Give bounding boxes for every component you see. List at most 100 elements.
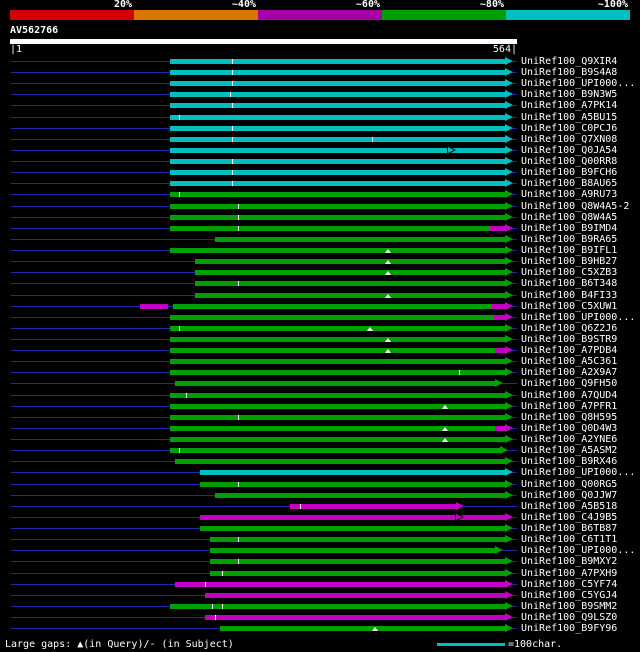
hit-label[interactable]: UniRef100_B9STR9 bbox=[521, 334, 618, 345]
hit-label[interactable]: UniRef100_UPI000... bbox=[521, 311, 636, 323]
hit-row[interactable]: UniRef100_Q8W4A5-2 bbox=[0, 201, 640, 212]
hit-label[interactable]: UniRef100_Q00RG5 bbox=[521, 478, 618, 490]
hit-label[interactable]: UniRef100_B9S4A8 bbox=[521, 67, 618, 79]
hit-bar-segment[interactable] bbox=[170, 448, 500, 454]
hit-label[interactable]: UniRef100_Q9LSZ0 bbox=[521, 612, 618, 623]
hit-bar-segment[interactable] bbox=[170, 203, 506, 209]
hit-row[interactable]: UniRef100_B9N3W5 bbox=[0, 89, 640, 100]
hit-bar-segment[interactable] bbox=[170, 603, 506, 609]
hit-bar-segment[interactable] bbox=[170, 114, 506, 120]
hit-label[interactable]: UniRef100_A7PFR1 bbox=[521, 400, 618, 412]
hit-bar-segment[interactable] bbox=[209, 548, 496, 554]
hit-label[interactable]: UniRef100_Q8W4A5 bbox=[521, 211, 618, 223]
hit-row[interactable]: UniRef100_UPI000... bbox=[0, 467, 640, 478]
hit-label[interactable]: UniRef100_B9FY96 bbox=[521, 623, 618, 635]
hit-row[interactable]: UniRef100_UPI000... bbox=[0, 78, 640, 89]
hit-bar-segment[interactable] bbox=[170, 136, 506, 142]
hit-row[interactable]: UniRef100_B9MXY2 bbox=[0, 556, 640, 567]
hit-row[interactable]: UniRef100_C4J9B5 bbox=[0, 511, 640, 523]
hit-row[interactable]: UniRef100_Q00RR8 bbox=[0, 156, 640, 167]
hit-label[interactable]: UniRef100_UPI000... bbox=[521, 467, 636, 479]
hit-bar-segment[interactable] bbox=[495, 425, 506, 431]
hit-label[interactable]: UniRef100_A5C361 bbox=[521, 356, 618, 368]
hit-label[interactable]: UniRef100_C0PCJ6 bbox=[521, 122, 618, 134]
hit-bar-segment[interactable] bbox=[195, 270, 506, 276]
hit-row[interactable]: UniRef100_A2YNE6 bbox=[0, 434, 640, 445]
hit-bar-segment[interactable] bbox=[199, 514, 506, 520]
hit-label[interactable]: UniRef100_B6TB87 bbox=[521, 523, 618, 535]
hit-bar-segment[interactable] bbox=[170, 92, 506, 98]
hit-row[interactable]: UniRef100_B9FY96 bbox=[0, 623, 640, 634]
hit-bar-segment[interactable] bbox=[170, 103, 506, 109]
hit-row[interactable]: UniRef100_UPI000... bbox=[0, 312, 640, 323]
hit-row[interactable]: UniRef100_B6TB87 bbox=[0, 523, 640, 534]
hit-row[interactable]: UniRef100_B9IFL1 bbox=[0, 245, 640, 256]
hit-bar-segment[interactable] bbox=[205, 615, 506, 620]
hit-bar-segment[interactable] bbox=[493, 314, 506, 320]
hit-row[interactable]: UniRef100_A7PK14 bbox=[0, 100, 640, 111]
hit-label[interactable]: UniRef100_B9MXY2 bbox=[521, 556, 618, 568]
hit-bar-segment[interactable] bbox=[170, 359, 506, 365]
hit-bar-segment[interactable] bbox=[170, 337, 506, 342]
hit-label[interactable]: UniRef100_B9IFL1 bbox=[521, 245, 618, 257]
hit-row[interactable]: UniRef100_Q9FH50 bbox=[0, 378, 640, 389]
hit-bar-segment[interactable] bbox=[199, 481, 506, 487]
hit-row[interactable]: UniRef100_B9FCH6 bbox=[0, 167, 640, 178]
hit-row[interactable]: UniRef100_UPI000... bbox=[0, 545, 640, 556]
hit-row[interactable]: UniRef100_Q6Z2J6 bbox=[0, 323, 640, 334]
hit-bar-segment[interactable] bbox=[170, 325, 506, 331]
hit-row[interactable]: UniRef100_Q0JA54 bbox=[0, 144, 640, 156]
hit-label[interactable]: UniRef100_B9N3W5 bbox=[521, 89, 618, 101]
hit-label[interactable]: UniRef100_A9RU73 bbox=[521, 189, 618, 201]
hit-bar-segment[interactable] bbox=[205, 592, 506, 598]
hit-row[interactable]: UniRef100_C6T1T1 bbox=[0, 534, 640, 545]
hit-row[interactable]: UniRef100_C5YF74 bbox=[0, 579, 640, 590]
hit-label[interactable]: UniRef100_Q0JA54 bbox=[521, 144, 618, 156]
hit-bar-segment[interactable] bbox=[491, 303, 506, 309]
hit-label[interactable]: UniRef100_B9RX46 bbox=[521, 456, 618, 468]
hit-row[interactable]: UniRef100_A5C361 bbox=[0, 356, 640, 367]
hit-row[interactable]: UniRef100_A5B518 bbox=[0, 501, 640, 512]
hit-row[interactable]: UniRef100_A5ASM2 bbox=[0, 445, 640, 456]
hit-row[interactable]: UniRef100_A7PXH9 bbox=[0, 568, 640, 579]
hit-row[interactable]: UniRef100_Q0D4W3 bbox=[0, 423, 640, 434]
hit-label[interactable]: UniRef100_Q0JJW7 bbox=[521, 489, 618, 501]
hit-label[interactable]: UniRef100_B9HB27 bbox=[521, 256, 618, 268]
hit-bar-segment[interactable] bbox=[220, 626, 506, 632]
hit-row[interactable]: UniRef100_Q8H595 bbox=[0, 412, 640, 423]
hit-row[interactable]: UniRef100_A5BU15 bbox=[0, 112, 640, 123]
hit-row[interactable]: UniRef100_Q8W4A5 bbox=[0, 212, 640, 223]
hit-label[interactable]: UniRef100_Q00RR8 bbox=[521, 156, 618, 168]
hit-bar-segment[interactable] bbox=[195, 259, 506, 265]
hit-row[interactable]: UniRef100_A7PDB4 bbox=[0, 345, 640, 356]
hit-row[interactable]: UniRef100_B9RX46 bbox=[0, 456, 640, 467]
hit-bar-segment[interactable] bbox=[209, 570, 506, 576]
hit-bar-segment[interactable] bbox=[170, 214, 506, 220]
hit-bar-segment[interactable] bbox=[170, 370, 506, 376]
hit-bar-segment[interactable] bbox=[170, 147, 506, 153]
hit-label[interactable]: UniRef100_B9FCH6 bbox=[521, 167, 618, 179]
hit-bar-segment[interactable] bbox=[172, 303, 492, 309]
hit-label[interactable]: UniRef100_UPI000... bbox=[521, 545, 636, 557]
hit-label[interactable]: UniRef100_Q8W4A5-2 bbox=[521, 200, 630, 212]
hit-label[interactable]: UniRef100_A5ASM2 bbox=[521, 445, 618, 457]
hit-row[interactable]: UniRef100_B9SMM2 bbox=[0, 601, 640, 612]
hit-bar-segment[interactable] bbox=[195, 292, 506, 298]
hit-row[interactable]: UniRef100_Q9LSZ0 bbox=[0, 612, 640, 623]
hit-bar-segment[interactable] bbox=[170, 392, 506, 398]
hit-label[interactable]: UniRef100_A2X9A7 bbox=[521, 367, 618, 379]
hit-row[interactable]: UniRef100_B9STR9 bbox=[0, 334, 640, 345]
hit-label[interactable]: UniRef100_Q6Z2J6 bbox=[521, 322, 618, 334]
hit-bar-segment[interactable] bbox=[490, 225, 506, 231]
hit-label[interactable]: UniRef100_Q7XN08 bbox=[521, 133, 618, 145]
hit-row[interactable]: UniRef100_B9S4A8 bbox=[0, 67, 640, 78]
hit-row[interactable]: UniRef100_C5XUW1 bbox=[0, 301, 640, 312]
hit-bar-segment[interactable] bbox=[209, 559, 506, 565]
hit-bar-segment[interactable] bbox=[170, 348, 496, 354]
hit-bar-segment[interactable] bbox=[170, 403, 506, 409]
hit-label[interactable]: UniRef100_Q9FH50 bbox=[521, 378, 618, 390]
hit-bar-segment[interactable] bbox=[170, 81, 506, 87]
hit-row[interactable]: UniRef100_A7QUD4 bbox=[0, 390, 640, 401]
hit-bar-segment[interactable] bbox=[170, 70, 506, 76]
hit-bar-segment[interactable] bbox=[175, 459, 506, 465]
